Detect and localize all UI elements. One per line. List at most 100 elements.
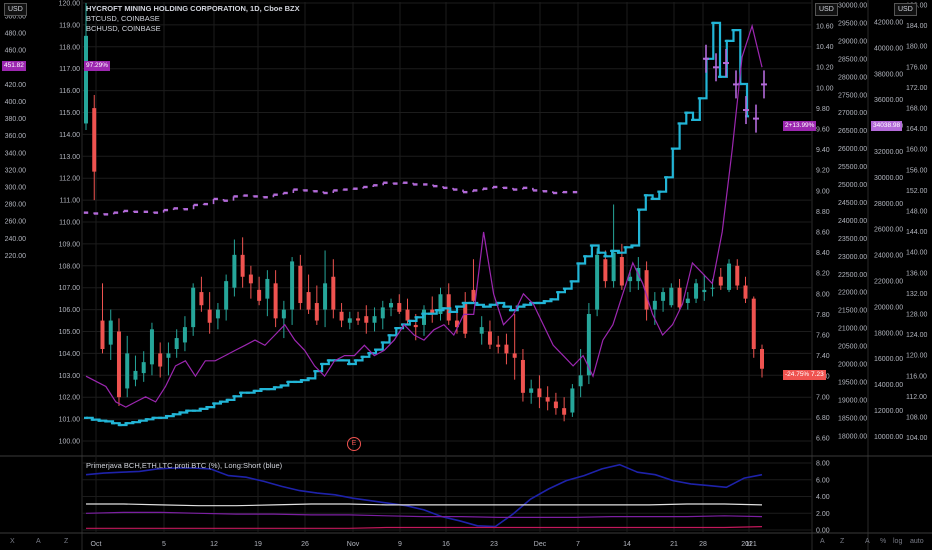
far-tick-label: 148.00 — [906, 209, 928, 216]
candle-body — [347, 318, 352, 323]
corner-label-a2[interactable]: A — [820, 538, 825, 545]
btc-tick-label: 22500.00 — [838, 272, 867, 279]
corner-label-a3[interactable]: A — [865, 538, 870, 545]
far-tick-label: 168.00 — [906, 106, 928, 113]
corner-label-auto[interactable]: auto — [910, 538, 924, 545]
percent-tick-label: 7.80 — [816, 312, 830, 319]
bch-tick-label: 320.00 — [5, 167, 27, 174]
far-tick-label: 124.00 — [906, 332, 928, 339]
candle-body — [619, 257, 624, 286]
bch-tick-label: 220.00 — [5, 253, 27, 260]
far-right-currency-label[interactable]: USD — [894, 3, 917, 16]
hymc-tick-label: 108.00 — [59, 263, 81, 270]
candle-body — [356, 318, 361, 321]
corner-label-z2[interactable]: Z — [840, 538, 845, 545]
btc-tick-label: 19000.00 — [838, 397, 867, 404]
candle-body — [100, 320, 105, 350]
hymc-change-value: -24.75% — [785, 371, 810, 378]
percent-tick-label: 9.60 — [816, 127, 830, 134]
indicator-tick-label: 8.00 — [816, 461, 830, 468]
bch-series-label[interactable]: BCHUSD, COINBASE — [86, 24, 161, 33]
bch-tick-label: 480.00 — [5, 31, 27, 38]
btc-tick-label: 27000.00 — [838, 110, 867, 117]
candle-body — [735, 265, 740, 286]
candle-body — [487, 331, 492, 345]
corner-label-percent[interactable]: % — [880, 538, 887, 545]
candle-body — [562, 408, 567, 415]
right-currency-label[interactable]: USD — [815, 3, 838, 16]
indicator-tick-label: 2.00 — [816, 511, 830, 518]
candle-body — [314, 303, 319, 321]
btc-tick-label: 21000.00 — [838, 326, 867, 333]
candle-body — [133, 370, 138, 380]
candle-body — [298, 265, 303, 304]
corner-label-log[interactable]: log — [893, 538, 903, 545]
indicator-legend[interactable]: Primerjava BCH,ETH,LTC proti BTC (%), Lo… — [86, 461, 283, 470]
candle-body — [158, 353, 163, 367]
indicator-line-0 — [85, 463, 763, 528]
indicator-line-1 — [86, 503, 763, 507]
btc-tick-label: 20500.00 — [838, 344, 867, 351]
far-tick-label: 104.00 — [906, 435, 928, 442]
time-tick-label: 5 — [162, 541, 166, 548]
hymc-tick-label: 106.00 — [59, 307, 81, 314]
candle-body — [339, 311, 344, 321]
far-tick-label: 172.00 — [906, 85, 928, 92]
hymc-tick-label: 105.00 — [59, 329, 81, 336]
corner-label-x[interactable]: X — [10, 538, 15, 545]
hymc-percent-tag: 97.29% — [84, 61, 111, 71]
candle-body — [380, 307, 385, 319]
percent-tick-label: 6.80 — [816, 415, 830, 422]
candle-body — [364, 316, 369, 323]
btc-last-price-tag: 34038.98 — [871, 121, 903, 131]
bch-tick-label: 460.00 — [5, 48, 27, 55]
candle-body — [685, 298, 690, 304]
candle-body — [405, 309, 410, 321]
btc-tick-label: 19500.00 — [838, 379, 867, 386]
earnings-marker[interactable]: E — [347, 437, 361, 451]
indicator-tick-label: 6.00 — [816, 477, 830, 484]
indicator-line-3 — [86, 526, 763, 529]
btc-tick-label: 23000.00 — [838, 254, 867, 261]
candle-body — [215, 309, 220, 319]
symbol-title[interactable]: HYCROFT MINING HOLDING CORPORATION, 1D, … — [86, 4, 300, 13]
eth-tick-label: 22000.00 — [874, 279, 903, 286]
left-currency-label[interactable]: USD — [4, 3, 27, 16]
percent-tick-label: 8.20 — [816, 271, 830, 278]
percent-tick-label: 8.40 — [816, 250, 830, 257]
candle-body — [529, 388, 534, 393]
eth-tick-label: 38000.00 — [874, 71, 903, 78]
candle-body — [743, 285, 748, 299]
bch-tick-label: 340.00 — [5, 150, 27, 157]
corner-label-z[interactable]: Z — [64, 538, 69, 545]
corner-label-a[interactable]: A — [36, 538, 41, 545]
hymc-tick-label: 107.00 — [59, 285, 81, 292]
candle-body — [760, 349, 764, 369]
btc-series-label[interactable]: BTCUSD, COINBASE — [86, 14, 160, 23]
candle-body — [545, 397, 550, 402]
btc-tick-label: 28000.00 — [838, 74, 867, 81]
hymc-last-value: 7.23 — [811, 371, 824, 378]
candle-body — [677, 287, 682, 308]
time-tick-label: 7 — [576, 541, 580, 548]
btc-tick-label: 20000.00 — [838, 362, 867, 369]
candle-body — [644, 270, 649, 310]
hymc-tick-label: 115.00 — [59, 110, 80, 117]
candle-body — [232, 254, 237, 288]
percent-tick-label: 10.20 — [816, 65, 834, 72]
candle-body — [661, 292, 666, 301]
btc-tick-label: 25500.00 — [838, 164, 867, 171]
percent-tick-label: 7.60 — [816, 333, 830, 340]
far-tick-label: 164.00 — [906, 126, 928, 133]
indicator-line-2 — [85, 511, 763, 518]
percent-tick-label: 8.00 — [816, 291, 830, 298]
candle-body — [694, 283, 699, 299]
bch-tick-label: 420.00 — [5, 82, 27, 89]
bch-tick-label: 240.00 — [5, 236, 27, 243]
candle-body — [454, 320, 459, 328]
candle-body — [240, 254, 245, 277]
hymc-tick-label: 113.00 — [59, 154, 80, 161]
hymc-tick-label: 118.00 — [59, 44, 80, 51]
candle-body — [199, 292, 204, 306]
